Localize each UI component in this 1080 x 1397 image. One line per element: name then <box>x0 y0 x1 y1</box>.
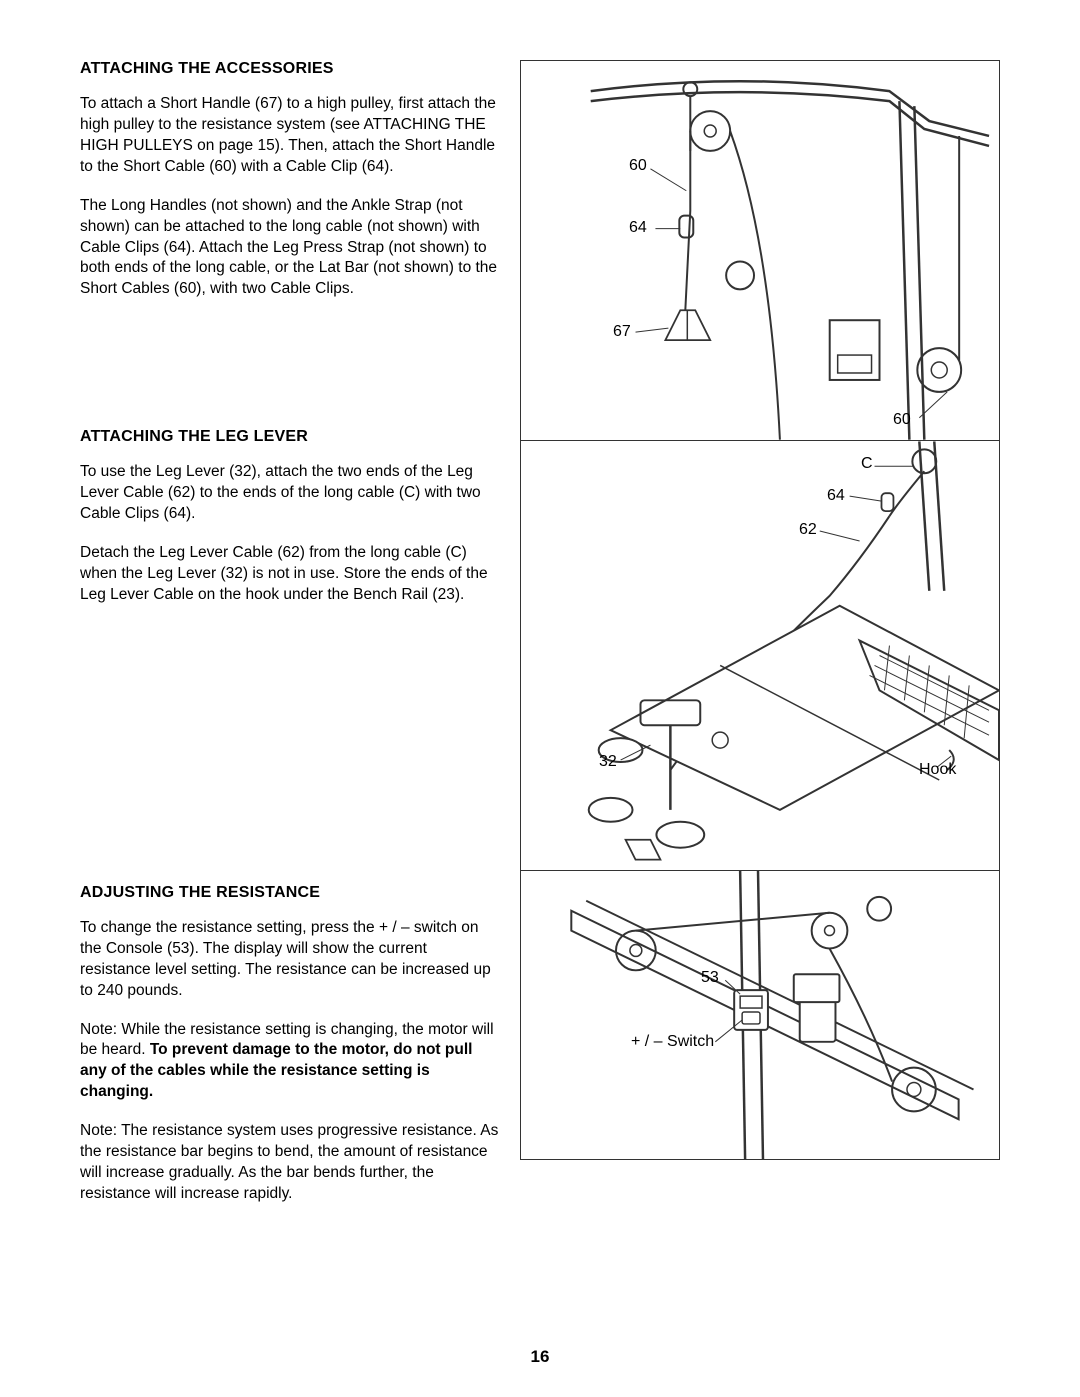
heading-accessories: ATTACHING THE ACCESSORIES <box>80 60 500 78</box>
diagram-resistance: 53 + / – Switch <box>520 870 1000 1160</box>
callout-60-right: 60 <box>893 411 911 429</box>
diagram-1-svg <box>521 61 999 440</box>
callout-64-2: 64 <box>827 487 845 505</box>
para-resistance-3: Note: The resistance system uses progres… <box>80 1121 500 1205</box>
callout-62: 62 <box>799 521 817 539</box>
diagram-leglever: C 64 62 32 Hook <box>520 440 1000 870</box>
callout-53: 53 <box>701 969 719 987</box>
callout-hook: Hook <box>919 761 956 779</box>
para-leglever-1: To use the Leg Lever (32), attach the tw… <box>80 462 500 525</box>
heading-leglever: ATTACHING THE LEG LEVER <box>80 428 500 446</box>
heading-resistance: ADJUSTING THE RESISTANCE <box>80 884 500 902</box>
para-resistance-2: Note: While the resistance setting is ch… <box>80 1020 500 1104</box>
callout-60-top: 60 <box>629 157 647 175</box>
diagram-accessories: 60 64 67 60 <box>520 60 1000 440</box>
callout-32: 32 <box>599 753 617 771</box>
para-accessories-1: To attach a Short Handle (67) to a high … <box>80 94 500 178</box>
para-leglever-2: Detach the Leg Lever Cable (62) from the… <box>80 543 500 606</box>
diagram-column: 60 64 67 60 <box>520 60 1000 1223</box>
callout-67: 67 <box>613 323 631 341</box>
diagram-2-svg <box>521 441 999 870</box>
para-resistance-1: To change the resistance setting, press … <box>80 918 500 1002</box>
callout-64: 64 <box>629 219 647 237</box>
text-column: ATTACHING THE ACCESSORIES To attach a Sh… <box>80 60 500 1223</box>
diagram-3-svg <box>521 871 999 1159</box>
callout-switch: + / – Switch <box>631 1033 714 1051</box>
para-accessories-2: The Long Handles (not shown) and the Ank… <box>80 196 500 301</box>
callout-c: C <box>861 455 873 473</box>
page-number: 16 <box>0 1347 1080 1367</box>
